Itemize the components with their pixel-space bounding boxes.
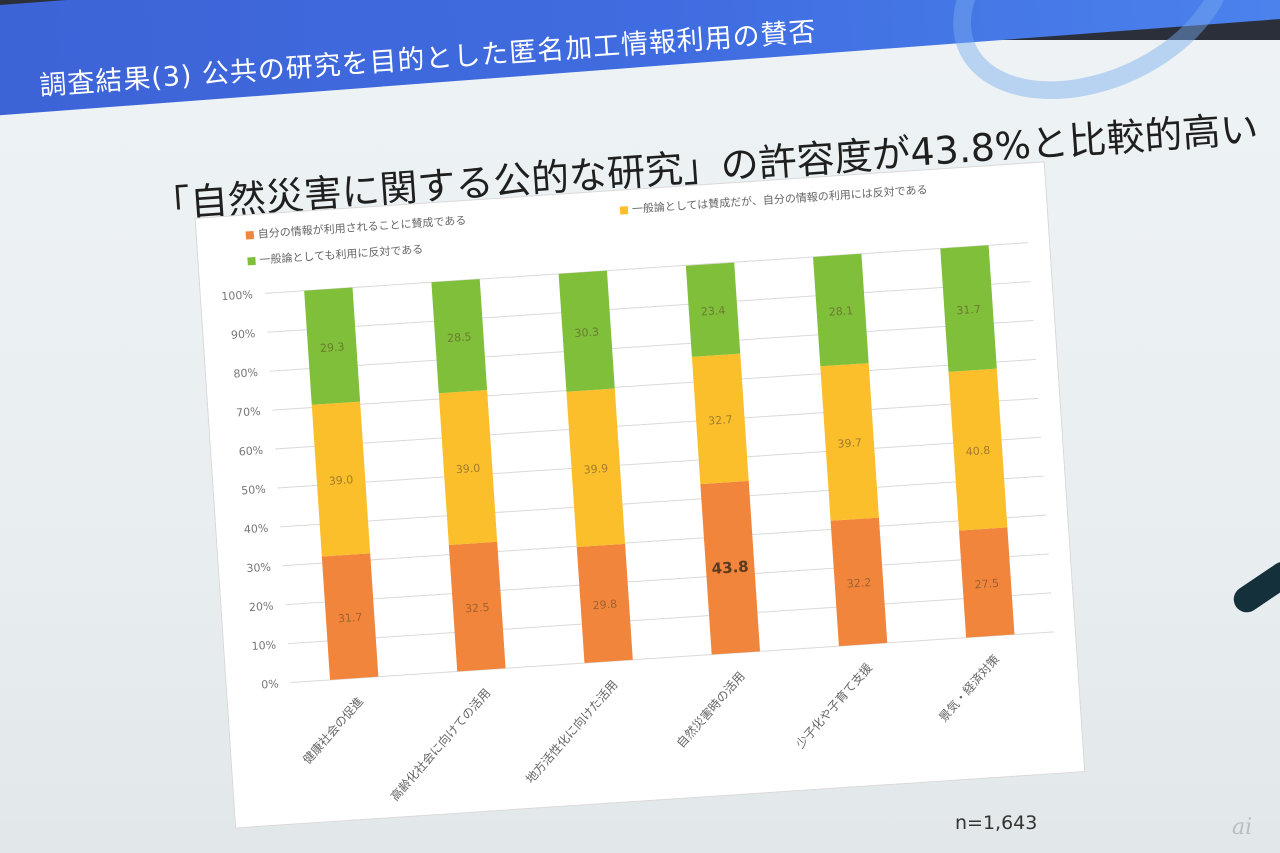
bar-segment	[948, 368, 1008, 531]
y-tick-label: 70%	[236, 405, 261, 420]
y-tick-label: 80%	[233, 366, 258, 381]
data-label: 31.7	[338, 611, 363, 626]
data-label: 29.3	[320, 340, 345, 355]
gridline	[277, 436, 1042, 489]
gridline	[272, 358, 1036, 411]
data-label: 29.8	[592, 598, 617, 613]
bar-segment	[311, 401, 371, 557]
y-tick-label: 90%	[231, 327, 256, 342]
bar-segment	[685, 262, 741, 357]
sample-size-label: n=1,643	[955, 812, 1038, 834]
category-label: 健康社会の促進	[299, 694, 366, 767]
y-tick-label: 100%	[221, 288, 253, 303]
bar-segment	[940, 245, 997, 372]
bar-segment	[691, 353, 749, 485]
category-label: 地方活性化に向けた活用	[522, 677, 620, 786]
y-tick-label: 10%	[251, 638, 276, 653]
stacked-bar-chart: 0% 10% 20% 30% 40% 50% 60% 70% 80% 90% 100% 31.7 39.…	[221, 242, 1054, 804]
data-label: 39.0	[455, 462, 480, 477]
gridline	[267, 281, 1031, 333]
y-tick-label: 0%	[261, 677, 279, 691]
data-label: 28.5	[447, 330, 472, 345]
chart-container: 自分の情報が利用されることに賛成である 一般論としては賛成だが、自分の情報の利用…	[160, 90, 1102, 829]
bar-segment	[830, 517, 888, 647]
category-label: 景気・経済対策	[935, 652, 1002, 725]
bar-segment	[959, 527, 1015, 638]
bar-segment	[700, 480, 761, 655]
site-logo: ai	[1232, 815, 1253, 840]
data-label: 43.8	[711, 558, 749, 578]
data-label: 40.8	[965, 444, 990, 459]
y-tick-label: 60%	[238, 444, 263, 459]
gridline	[287, 592, 1052, 645]
data-label: 32.7	[708, 413, 733, 428]
gridline	[264, 242, 1029, 294]
gridline	[275, 397, 1039, 450]
y-tick-label: 50%	[241, 483, 266, 498]
gridline	[282, 514, 1047, 567]
bar-segment	[558, 270, 615, 392]
gridline	[269, 320, 1034, 372]
data-label: 27.5	[974, 577, 999, 592]
category-label: 少子化や子育て支援	[792, 660, 874, 751]
data-label: 39.9	[583, 462, 608, 477]
category-label: 高齢化社会に向けての活用	[387, 685, 493, 803]
bar-segment	[431, 279, 488, 394]
bar-segment	[448, 541, 506, 672]
data-label: 32.5	[465, 601, 490, 616]
y-tick-label: 30%	[246, 561, 271, 576]
gridline	[280, 475, 1044, 528]
data-label: 39.7	[837, 436, 862, 451]
bar-segment	[438, 389, 498, 545]
bar-segment	[321, 553, 379, 680]
category-label: 自然災害時の活用	[673, 668, 748, 750]
presenter-pointer	[1228, 556, 1280, 618]
data-label: 28.1	[828, 304, 853, 319]
bar-segment	[566, 388, 626, 548]
data-label: 32.2	[846, 576, 871, 591]
data-label: 39.0	[328, 473, 353, 488]
data-label: 31.7	[956, 303, 981, 318]
data-label: 23.4	[700, 304, 725, 319]
gridline	[285, 553, 1049, 606]
bar-segment	[576, 543, 633, 663]
gridline	[290, 631, 1054, 684]
bar-segment	[813, 253, 869, 367]
y-tick-label: 20%	[249, 599, 274, 614]
y-tick-label: 40%	[243, 522, 268, 537]
bar-segment	[304, 287, 361, 405]
bar-segment	[820, 363, 879, 521]
data-label: 30.3	[574, 325, 599, 340]
